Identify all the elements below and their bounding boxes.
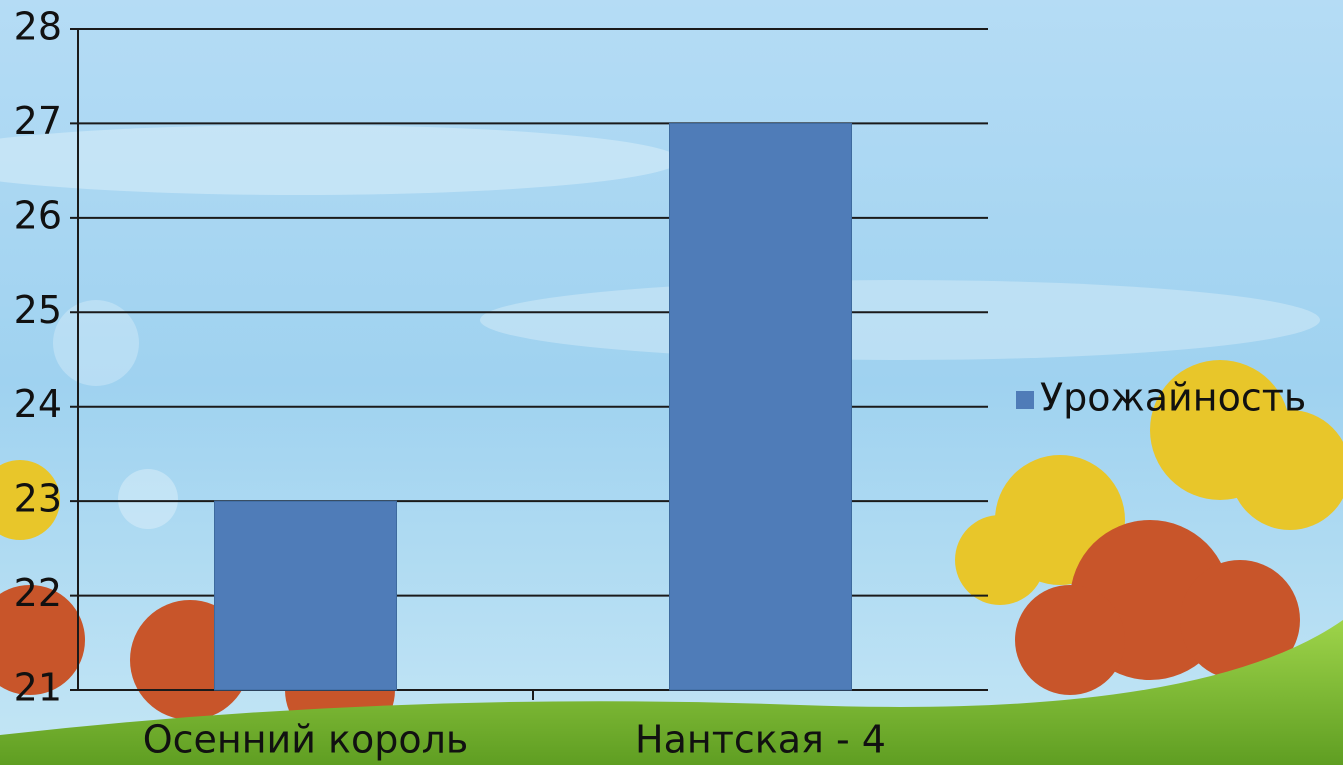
y-tick-label: 24: [14, 382, 62, 426]
y-tick-label: 21: [14, 666, 62, 710]
x-tick-label: Осенний король: [143, 718, 469, 762]
chart: 21 22 23 24 25 26 27 28 Осенний король Нантская -…: [0, 0, 1343, 765]
bar: [215, 501, 397, 690]
y-tick-label: 25: [14, 288, 62, 332]
y-tick-label: 26: [14, 193, 62, 237]
x-tick-label: Нантская - 4: [635, 718, 886, 762]
legend-label: Урожайность: [1040, 376, 1306, 420]
y-tick-label: 28: [14, 5, 62, 49]
legend-swatch: [1016, 391, 1034, 409]
y-tick-label: 23: [14, 477, 62, 521]
page: 21 22 23 24 25 26 27 28 Осенний король Нантская -…: [0, 0, 1343, 765]
y-tick-label: 22: [14, 571, 62, 615]
bar: [670, 123, 852, 690]
y-tick-label: 27: [14, 99, 62, 143]
